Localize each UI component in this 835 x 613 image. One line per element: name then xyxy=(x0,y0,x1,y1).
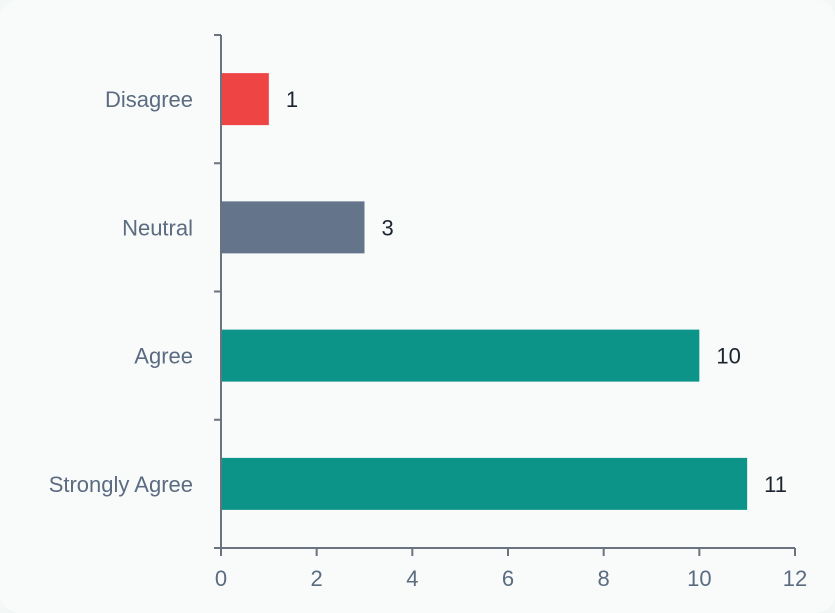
bar-strongly-agree xyxy=(222,457,748,510)
x-tick-label: 8 xyxy=(598,566,610,591)
category-label: Neutral xyxy=(122,215,193,240)
x-tick-label: 2 xyxy=(311,566,323,591)
value-label: 11 xyxy=(764,472,787,497)
x-tick-label: 6 xyxy=(502,566,514,591)
value-label: 3 xyxy=(382,215,394,240)
bar-agree xyxy=(222,329,700,382)
category-label: Strongly Agree xyxy=(49,472,193,497)
bar-neutral xyxy=(222,201,365,254)
x-tick-label: 10 xyxy=(687,566,711,591)
category-label: Disagree xyxy=(105,87,193,112)
bar-disagree xyxy=(222,73,269,126)
value-label: 1 xyxy=(286,87,298,112)
x-tick-label: 0 xyxy=(215,566,227,591)
x-tick-label: 12 xyxy=(783,566,807,591)
value-label: 10 xyxy=(716,344,740,369)
category-label: Agree xyxy=(134,344,193,369)
x-tick-label: 4 xyxy=(406,566,418,591)
